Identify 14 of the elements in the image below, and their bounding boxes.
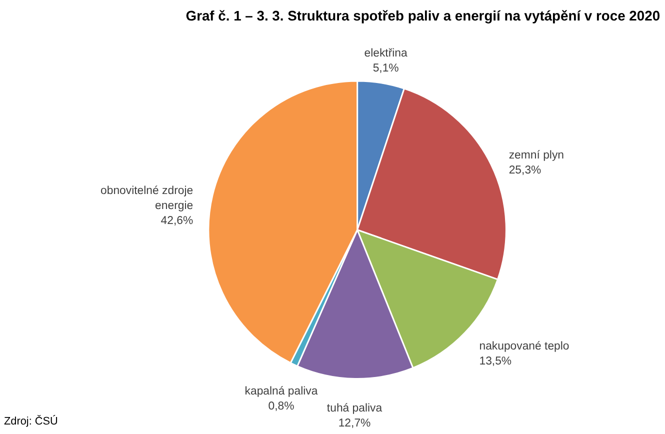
data-label: 42,6%	[160, 214, 194, 227]
data-label: 13,5%	[479, 355, 512, 368]
text: Zdroj: ČSÚ	[4, 414, 58, 428]
chart-title: Graf č. 1 – 3. 3. Struktura spotřeb paliv a energií na vytápění v roce 2020	[186, 7, 660, 24]
slice-label: zemní plyn	[508, 150, 564, 162]
slice-label: obnovitelné zdroje energie	[100, 184, 194, 212]
slice-label: elektřina	[364, 47, 408, 60]
slice-label: tuhá paliva	[326, 402, 383, 414]
data-label: 25,3%	[508, 164, 542, 177]
data-label: 12,7%	[338, 417, 371, 430]
slice-label: nakupované teplo	[479, 340, 570, 353]
data-label: 0,8%	[268, 400, 294, 412]
slice-label: kapalná paliva	[244, 386, 318, 398]
data-label: 5,1%	[372, 62, 399, 74]
